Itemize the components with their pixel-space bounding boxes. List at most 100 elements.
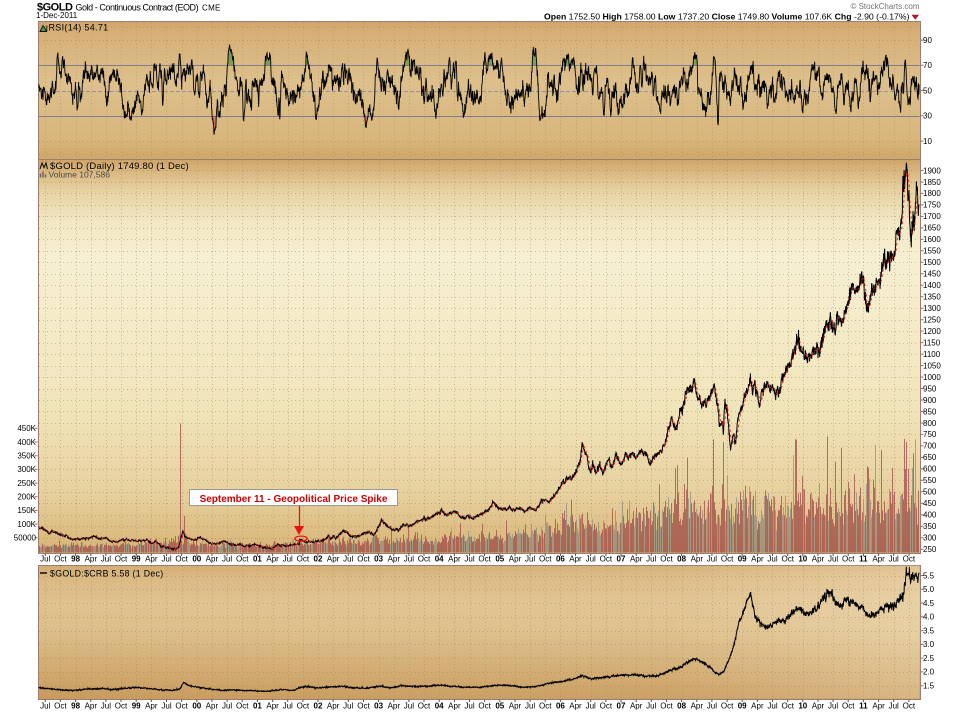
svg-text:Jul: Jul xyxy=(222,702,232,711)
svg-text:1600: 1600 xyxy=(923,235,941,244)
svg-text:Jul: Jul xyxy=(767,555,777,564)
svg-text:350K: 350K xyxy=(17,452,36,461)
svg-text:Jul: Jul xyxy=(646,555,656,564)
svg-text:Gold - Continuous Contract (EO: Gold - Continuous Contract (EOD) xyxy=(76,3,199,13)
svg-text:Jul: Jul xyxy=(161,702,171,711)
svg-text:Jul: Jul xyxy=(525,702,535,711)
svg-text:98: 98 xyxy=(71,555,80,564)
svg-text:10: 10 xyxy=(923,137,932,146)
svg-text:Oct: Oct xyxy=(297,702,310,711)
svg-text:Apr: Apr xyxy=(509,702,522,711)
svg-text:Apr: Apr xyxy=(751,702,764,711)
svg-text:Apr: Apr xyxy=(812,555,825,564)
svg-text:1450: 1450 xyxy=(923,270,941,279)
svg-text:5.0: 5.0 xyxy=(923,585,935,594)
svg-text:Oct: Oct xyxy=(600,555,613,564)
svg-text:06: 06 xyxy=(556,702,565,711)
svg-text:Jul: Jul xyxy=(525,555,535,564)
svg-text:Jul: Jul xyxy=(646,702,656,711)
svg-text:CME: CME xyxy=(202,4,221,13)
svg-text:Oct: Oct xyxy=(781,702,794,711)
svg-text:Oct: Oct xyxy=(236,702,249,711)
svg-text:400K: 400K xyxy=(17,438,36,447)
svg-text:99: 99 xyxy=(132,702,141,711)
svg-text:Jul: Jul xyxy=(586,555,596,564)
svg-text:Apr: Apr xyxy=(85,702,98,711)
svg-text:Oct: Oct xyxy=(297,555,310,564)
svg-text:Jul: Jul xyxy=(283,702,293,711)
svg-text:Apr: Apr xyxy=(206,702,219,711)
svg-text:800: 800 xyxy=(923,419,937,428)
svg-text:Apr: Apr xyxy=(85,555,98,564)
svg-text:99: 99 xyxy=(132,555,141,564)
svg-text:Jul: Jul xyxy=(464,555,474,564)
svg-text:Oct: Oct xyxy=(54,555,67,564)
svg-text:1000: 1000 xyxy=(923,373,941,382)
svg-text:90: 90 xyxy=(923,36,932,45)
svg-text:Apr: Apr xyxy=(266,555,279,564)
svg-text:1.5: 1.5 xyxy=(923,682,935,691)
svg-text:1-Dec-2011: 1-Dec-2011 xyxy=(36,11,78,20)
svg-text:Jul: Jul xyxy=(767,702,777,711)
svg-text:1500: 1500 xyxy=(923,258,941,267)
svg-text:350: 350 xyxy=(923,522,937,531)
svg-text:Jul: Jul xyxy=(161,555,171,564)
svg-text:Apr: Apr xyxy=(448,702,461,711)
svg-text:02: 02 xyxy=(314,702,323,711)
svg-text:3.0: 3.0 xyxy=(923,640,935,649)
svg-text:1250: 1250 xyxy=(923,316,941,325)
svg-text:Apr: Apr xyxy=(145,555,158,564)
svg-text:03: 03 xyxy=(374,702,383,711)
svg-text:70: 70 xyxy=(923,61,932,70)
svg-text:Apr: Apr xyxy=(812,702,825,711)
svg-text:Oct: Oct xyxy=(903,702,916,711)
svg-text:700: 700 xyxy=(923,442,937,451)
svg-text:250: 250 xyxy=(923,545,937,554)
svg-text:1650: 1650 xyxy=(923,224,941,233)
svg-text:Oct: Oct xyxy=(721,555,734,564)
svg-text:Oct: Oct xyxy=(236,555,249,564)
svg-text:07: 07 xyxy=(617,702,626,711)
svg-text:Oct: Oct xyxy=(842,555,855,564)
svg-text:Jul: Jul xyxy=(404,555,414,564)
svg-text:Jul: Jul xyxy=(828,555,838,564)
svg-text:00: 00 xyxy=(192,555,201,564)
svg-text:05: 05 xyxy=(495,555,504,564)
svg-text:98: 98 xyxy=(71,702,80,711)
svg-text:Apr: Apr xyxy=(872,702,885,711)
svg-text:Oct: Oct xyxy=(478,702,491,711)
svg-text:2.0: 2.0 xyxy=(923,668,935,677)
svg-text:Apr: Apr xyxy=(872,555,885,564)
svg-text:450: 450 xyxy=(923,499,937,508)
svg-text:Apr: Apr xyxy=(751,555,764,564)
svg-text:Apr: Apr xyxy=(388,555,401,564)
svg-text:600: 600 xyxy=(923,465,937,474)
svg-text:Jul: Jul xyxy=(222,555,232,564)
svg-text:1550: 1550 xyxy=(923,247,941,256)
svg-text:Jul: Jul xyxy=(343,702,353,711)
svg-text:Oct: Oct xyxy=(781,555,794,564)
svg-text:Volume 107,586: Volume 107,586 xyxy=(49,170,111,180)
svg-text:Apr: Apr xyxy=(145,702,158,711)
svg-text:04: 04 xyxy=(435,702,444,711)
svg-text:300: 300 xyxy=(923,534,937,543)
svg-text:$GOLD (Daily) 1749.80 (1 Dec): $GOLD (Daily) 1749.80 (1 Dec) xyxy=(50,161,189,172)
svg-text:1800: 1800 xyxy=(923,189,941,198)
svg-text:950: 950 xyxy=(923,384,937,393)
svg-text:00: 00 xyxy=(192,702,201,711)
svg-text:Jul: Jul xyxy=(40,555,50,564)
svg-text:Oct: Oct xyxy=(660,555,673,564)
svg-text:2.5: 2.5 xyxy=(923,654,935,663)
svg-text:1700: 1700 xyxy=(923,212,941,221)
svg-text:Apr: Apr xyxy=(630,702,643,711)
svg-text:© StockCharts.com: © StockCharts.com xyxy=(850,2,919,11)
svg-text:08: 08 xyxy=(677,555,686,564)
svg-text:Open 1752.50 High 1758.00 Low: Open 1752.50 High 1758.00 Low 1737.20 Cl… xyxy=(544,12,910,22)
svg-text:1300: 1300 xyxy=(923,304,941,313)
svg-text:850: 850 xyxy=(923,407,937,416)
svg-text:Jul: Jul xyxy=(889,702,899,711)
svg-text:Jul: Jul xyxy=(889,555,899,564)
svg-text:Oct: Oct xyxy=(418,555,431,564)
svg-text:Jul: Jul xyxy=(101,555,111,564)
svg-text:Jul: Jul xyxy=(707,702,717,711)
